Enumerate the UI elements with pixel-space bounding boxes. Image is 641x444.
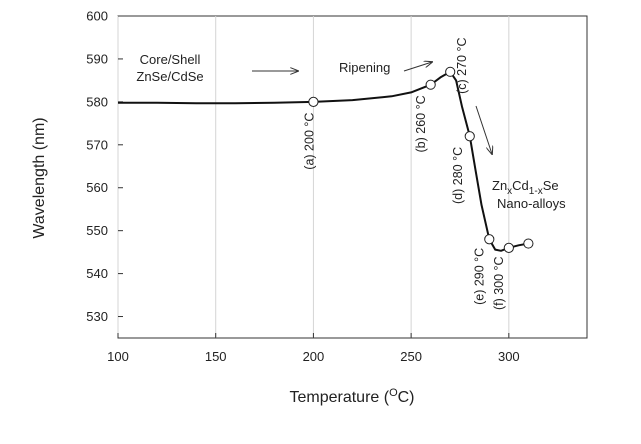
point-label-3: (d) 280 °C [451,147,465,204]
ripening-arrow [403,62,432,72]
y-axis-ticks: 530 540 550 560 570 580 590 600 [86,9,123,324]
x-axis-ticks: 100 150 200 250 300 [107,333,520,364]
alloy-formula-sub-1x: 1-x [529,186,543,197]
y-axis-title: Wavelength (nm) [31,117,48,238]
x-axis-title-main: Temperature ( [289,389,389,406]
alloy-formula-label: ZnxCd1-xSe [492,178,559,197]
point-label-5: (f) 300 °C [492,256,506,310]
point-label-1: (b) 260 °C [414,95,428,152]
data-point-0-3 [464,131,475,142]
y-tick-label-6: 590 [86,51,108,66]
point-label-4: (e) 290 °C [472,248,486,305]
series-layer [118,70,529,252]
x-tick-label-0: 100 [107,349,129,364]
data-point-0-0 [308,96,319,107]
data-point-0-6 [523,238,534,249]
core-shell-label-line1: Core/Shell [140,52,201,67]
point-label-2: (c) 270 °C [455,38,469,94]
vertical-reference-lines [117,16,510,338]
y-tick-label-7: 600 [86,9,108,24]
x-axis-title-tail: C) [398,389,415,406]
point-label-layer: (a) 200 °C (b) 260 °C (c) 270 °C (d) 280 °C… [302,38,506,311]
data-point-0-1 [425,79,436,90]
data-point-0-4 [484,234,495,245]
y-tick-label-0: 530 [86,309,108,324]
y-tick-label-1: 540 [86,266,108,281]
y-tick-label-2: 550 [86,223,108,238]
x-tick-label-2: 200 [303,349,325,364]
data-point-0-2 [445,66,456,77]
ripening-label: Ripening [339,60,390,75]
alloy-formula-se: Se [543,178,559,193]
y-tick-label-4: 570 [86,137,108,152]
x-tick-label-1: 150 [205,349,227,364]
y-tick-label-3: 560 [86,180,108,195]
alloy-formula-cd: Cd [512,178,529,193]
marker-layer [308,66,534,253]
x-tick-label-4: 300 [498,349,520,364]
alloy-formula-sub-x: x [507,186,512,197]
y-tick-label-5: 580 [86,94,108,109]
alloy-formula-zn: Zn [492,178,507,193]
nano-alloys-label: Nano-alloys [497,196,566,211]
series-line-0 [118,70,529,252]
alloying-arrow [475,105,492,154]
x-tick-label-3: 250 [400,349,422,364]
x-axis-title: Temperature (OC) [289,387,414,406]
x-axis-title-sup: O [389,387,398,399]
point-label-0: (a) 200 °C [302,113,316,170]
data-point-0-5 [503,242,514,253]
core-shell-label-line2: ZnSe/CdSe [136,69,203,84]
